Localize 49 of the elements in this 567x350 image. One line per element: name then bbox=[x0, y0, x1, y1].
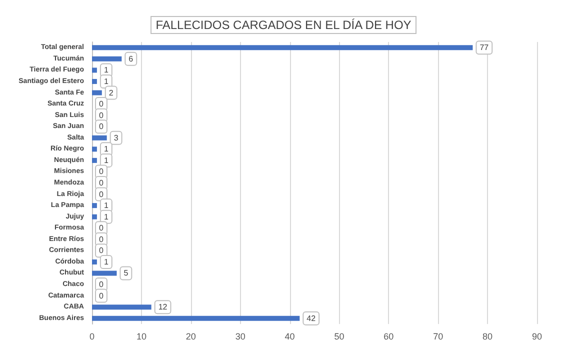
x-tick-label: 80 bbox=[482, 332, 493, 342]
bar bbox=[92, 203, 97, 208]
bar bbox=[92, 146, 97, 152]
bar bbox=[92, 158, 97, 163]
chart-title: FALLECIDOS CARGADOS EN EL DÍA DE HOY bbox=[156, 18, 412, 32]
x-tick-label: 0 bbox=[89, 332, 95, 342]
x-tick-label: 30 bbox=[235, 332, 246, 342]
bar bbox=[92, 316, 300, 321]
data-label: 3 bbox=[114, 133, 119, 142]
data-label: 2 bbox=[108, 88, 114, 98]
data-label: 1 bbox=[104, 257, 109, 266]
bar bbox=[92, 304, 152, 310]
bar bbox=[92, 56, 122, 62]
data-label: 1 bbox=[104, 212, 109, 222]
bar bbox=[92, 68, 97, 73]
x-tick-label: 10 bbox=[136, 332, 146, 342]
data-label: 77 bbox=[480, 43, 490, 52]
data-label: 42 bbox=[306, 314, 316, 323]
bar bbox=[92, 270, 117, 276]
data-label: 0 bbox=[99, 291, 104, 300]
bar bbox=[92, 90, 102, 96]
x-tick-label: 70 bbox=[433, 332, 444, 342]
data-label: 0 bbox=[99, 122, 104, 132]
data-label: 0 bbox=[99, 280, 104, 290]
data-label: 0 bbox=[99, 110, 104, 120]
data-label: 0 bbox=[99, 100, 104, 109]
data-label: 0 bbox=[99, 224, 104, 233]
bar bbox=[92, 259, 97, 264]
bar bbox=[92, 214, 97, 220]
x-tick-label: 20 bbox=[186, 332, 196, 342]
data-label: 1 bbox=[104, 156, 109, 165]
data-label: 0 bbox=[99, 234, 104, 244]
x-tick-label: 60 bbox=[384, 332, 394, 342]
x-tick-label: 50 bbox=[334, 332, 344, 342]
data-label: 1 bbox=[104, 66, 109, 75]
bar bbox=[92, 78, 97, 84]
data-label: 5 bbox=[124, 268, 129, 278]
x-tick-label: 90 bbox=[532, 332, 542, 342]
data-label: 0 bbox=[99, 167, 104, 176]
bar bbox=[92, 45, 473, 50]
data-label: 6 bbox=[128, 54, 134, 64]
data-label: 0 bbox=[99, 246, 104, 256]
data-label: 0 bbox=[99, 178, 104, 188]
data-label: 12 bbox=[158, 302, 168, 312]
data-label: 1 bbox=[104, 76, 109, 86]
data-label: 1 bbox=[104, 144, 109, 154]
data-label: 0 bbox=[99, 190, 104, 199]
x-tick-label: 40 bbox=[284, 332, 295, 342]
data-label: 1 bbox=[104, 201, 109, 210]
